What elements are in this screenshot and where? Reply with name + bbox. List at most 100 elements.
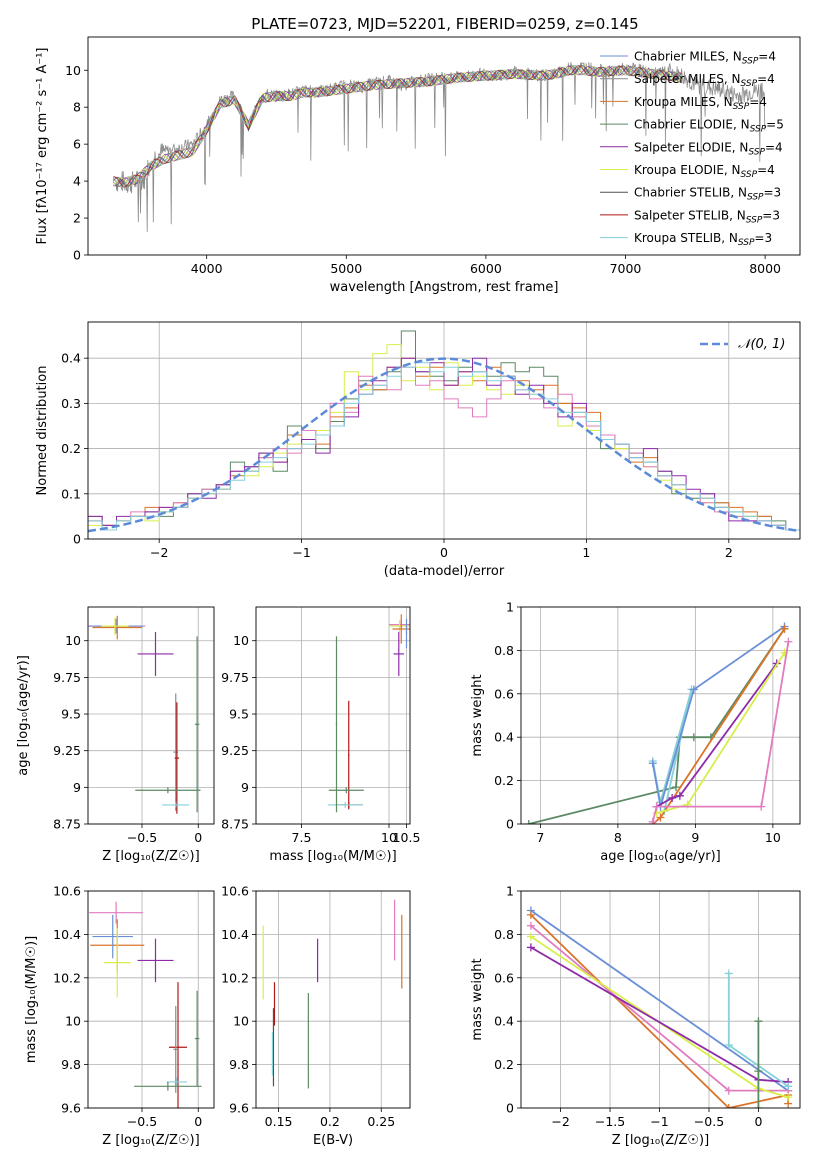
panel-massweight-vs-age: 7 8 9 10 0 0.2 0.4 0.6 0.8 1 age [log₁₀(age/yr)] ma… [470, 600, 801, 864]
x-tick-label: 0.25 [367, 1114, 395, 1129]
histogram-step-line [88, 357, 800, 539]
y-tick-label: 10.6 [221, 884, 249, 899]
x-tick-label: 0 [194, 830, 202, 845]
y-tick-label: 0 [73, 532, 81, 547]
errorbar-point [92, 914, 133, 959]
errorbar-point [166, 1077, 187, 1087]
weight-marker [754, 1017, 763, 1026]
x-tick-label: −0.5 [127, 1114, 157, 1129]
y-tick-label: 9.6 [61, 1101, 81, 1116]
weight-marker [754, 1067, 763, 1076]
x-tick-label: 10 [381, 830, 397, 845]
weight-marker [652, 802, 661, 811]
weight-line [530, 909, 789, 1092]
plot-area [262, 899, 403, 1089]
y-tick-label: 10.6 [53, 884, 81, 899]
x-tick-label: 0.2 [320, 1114, 340, 1129]
x-tick-label: 7.5 [292, 830, 312, 845]
gaussian-legend-label: 𝒩(0, 1) [738, 337, 785, 352]
axes-frame [255, 890, 411, 1109]
y-tick-label: 10.4 [221, 927, 249, 942]
legend-label-count: =3 [764, 186, 782, 200]
axes-frame [87, 890, 215, 1109]
legend-label-count: =5 [766, 118, 784, 132]
y-tick-label: 9.25 [53, 743, 81, 758]
plot-area [327, 614, 410, 813]
y-tick-label: 1 [506, 600, 514, 615]
errorbar-point [135, 787, 201, 794]
legend-label-text: Kroupa MILES, N [634, 95, 733, 109]
axes-frame [87, 36, 801, 256]
y-tick-label: 10 [65, 633, 81, 648]
weight-marker [689, 733, 698, 742]
weight-series [648, 622, 789, 811]
weight-marker [784, 1082, 793, 1091]
plot-area [112, 62, 766, 233]
legend-label: Chabrier STELIB, NSSP=3 [634, 186, 781, 203]
errorbar-point [101, 617, 129, 635]
y-tick-label: 9 [73, 780, 81, 795]
legend-label-count: =3 [762, 208, 780, 222]
y-tick-label: 0 [73, 248, 81, 263]
x-tick-label: 0.15 [265, 1114, 293, 1129]
errorbar-point [89, 901, 144, 924]
x-axis-label: Z [log₁₀(Z/Z☉)] [102, 1133, 199, 1148]
legend-label: Kroupa ELODIE, NSSP=4 [634, 163, 775, 180]
errorbar-point [194, 636, 200, 813]
legend-label: Kroupa MILES, NSSP=4 [634, 95, 767, 112]
y-axis-label: Flux [fλ10⁻¹⁷ erg cm⁻² s⁻¹ A⁻¹] [35, 48, 50, 245]
y-tick-label: 9.25 [221, 743, 249, 758]
y-tick-label: 0 [506, 817, 514, 832]
y-tick-label: 9.8 [229, 1057, 249, 1072]
y-tick-label: 0.2 [494, 773, 514, 788]
legend-label: Kroupa STELIB, NSSP=3 [634, 231, 772, 248]
errorbar-point [174, 702, 180, 814]
x-tick-label: −2 [551, 1114, 569, 1129]
panel-age-vs-metallicity: −0.5 0 8.75 9 9.25 9.5 9.75 10 Z [log₁₀(Z/Z☉)] ag… [16, 606, 215, 864]
x-tick-label: 0 [440, 545, 448, 560]
weight-marker [668, 793, 677, 802]
legend-label-count: =4 [749, 95, 767, 109]
panel-mass-vs-ebv: 0.15 0.2 0.25 9.6 9.8 10 10.2 10.4 10.6 E(B-V) [221, 884, 411, 1148]
errorbar-point [328, 787, 364, 794]
legend-label-subscript: SSP [747, 193, 764, 203]
y-axis-label: mass [log₁₀(M/M☉)] [24, 936, 39, 1063]
weight-marker [526, 943, 535, 952]
x-tick-label: −1.5 [595, 1114, 625, 1129]
weight-marker [648, 759, 657, 768]
legend-label-subscript: SSP [742, 57, 759, 67]
errorbar-point [137, 631, 174, 676]
y-tick-label: 10.4 [53, 927, 81, 942]
weight-marker [724, 1086, 733, 1095]
x-tick-label: −0.5 [694, 1114, 724, 1129]
legend-label: Chabrier ELODIE, NSSP=5 [634, 118, 784, 135]
gaussian-curve [88, 357, 800, 533]
y-tick-label: 0.8 [494, 643, 514, 658]
x-axis-label: E(B-V) [313, 1133, 353, 1148]
legend-label-count: =4 [765, 140, 783, 154]
axes-frame [520, 890, 801, 1109]
weight-marker [754, 1104, 763, 1108]
weight-marker [784, 1093, 793, 1102]
y-tick-label: 10.2 [221, 970, 249, 985]
axes-frame [255, 606, 411, 825]
x-axis-label: age [log₁₀(age/yr)] [600, 849, 721, 864]
y-tick-label: 2 [73, 211, 81, 226]
weight-marker [526, 921, 535, 930]
plot-area [88, 615, 201, 814]
x-tick-label: −0.5 [127, 830, 157, 845]
y-axis-label: mass weight [470, 674, 485, 756]
x-tick-label: 10 [765, 830, 781, 845]
model-spectrum-line [112, 65, 682, 187]
errorbar-point [162, 802, 190, 808]
y-axis-label: age [log₁₀(age/yr)] [16, 655, 31, 776]
axes-frame [520, 606, 801, 825]
legend-label-subscript: SSP [746, 215, 763, 225]
x-axis-label: (data-model)/error [384, 564, 505, 579]
errorbar-point [392, 614, 410, 644]
figure-title: PLATE=0723, MJD=52201, FIBERID=0259, z=0… [251, 15, 638, 33]
weight-marker [780, 624, 789, 633]
